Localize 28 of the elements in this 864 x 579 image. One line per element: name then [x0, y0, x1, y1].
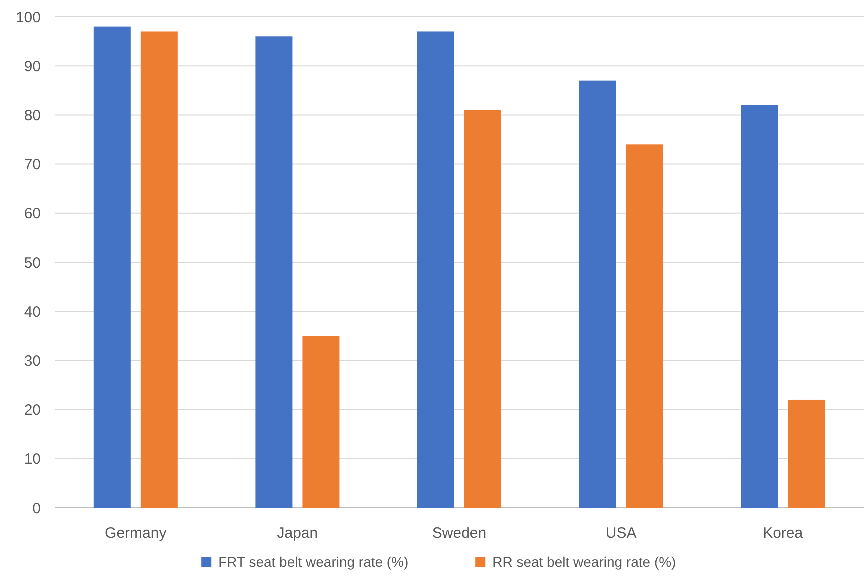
y-tick-label: 100: [16, 9, 41, 26]
y-tick-label: 40: [24, 304, 41, 321]
bar: [94, 26, 131, 508]
y-tick-label: 80: [24, 107, 41, 124]
y-tick-label: 90: [24, 58, 41, 76]
bar: [256, 36, 293, 508]
bar: [302, 336, 340, 508]
x-tick-label: Sweden: [432, 525, 487, 542]
y-tick-label: 30: [24, 352, 41, 370]
bar: [626, 144, 664, 508]
x-tick-label: Korea: [763, 525, 804, 542]
y-tick-label: 20: [24, 402, 41, 420]
y-tick-label: 60: [24, 206, 41, 223]
bar: [140, 32, 178, 508]
y-tick-label: 50: [24, 254, 41, 272]
bar: [741, 105, 778, 508]
y-tick-label: 70: [24, 156, 41, 174]
legend-label: RR seat belt wearing rate (%): [492, 554, 676, 570]
x-tick-label: USA: [606, 525, 637, 542]
bar: [579, 80, 616, 508]
x-tick-label: Japan: [277, 525, 318, 542]
bar: [464, 110, 502, 508]
legend-label: FRT seat belt wearing rate (%): [218, 554, 409, 570]
x-tick-label: Germany: [105, 525, 168, 542]
y-tick-label: 10: [24, 451, 41, 468]
bar: [788, 400, 826, 508]
y-tick-label: 0: [32, 500, 41, 518]
bar: [418, 32, 454, 508]
